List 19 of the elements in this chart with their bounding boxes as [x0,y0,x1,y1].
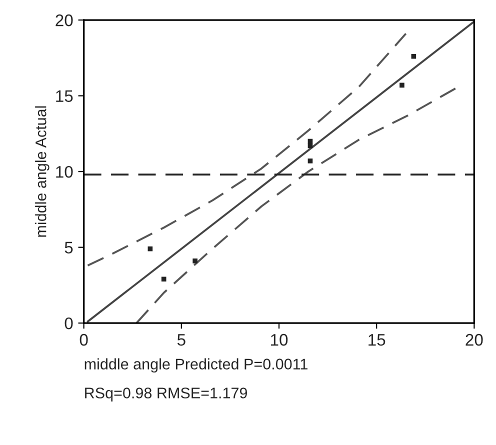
line-series [86,32,407,266]
text: RSq=0.98 RMSE=1.179 [85,388,248,402]
point [192,258,198,264]
y-tick-label: 20 [56,14,73,26]
x-tick-label: 0 [80,334,88,346]
y-tick-label: 10 [56,166,73,178]
point [161,276,166,282]
y-tick-label: 5 [64,242,73,254]
y-tick-label: 15 [56,90,73,102]
x-tick-label: 20 [466,334,483,346]
point [411,54,416,59]
x-tick-label: 5 [177,334,186,346]
x-tick-label: 15 [368,334,386,346]
y-tick-label: 0 [64,317,73,330]
point [400,82,404,88]
x-tick-label: 10 [271,334,288,346]
x-axis-title: middle angle Predicted P=0.0011 [84,358,308,373]
point [308,158,313,164]
y-axis-title: middle angle Actual [35,106,50,237]
